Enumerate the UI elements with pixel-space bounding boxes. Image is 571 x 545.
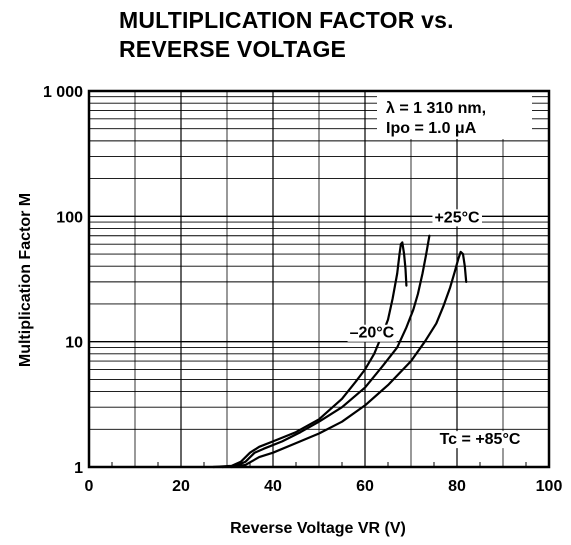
chart-title-line-2: REVERSE VOLTAGE [119, 36, 347, 62]
series-line-2 [221, 234, 431, 469]
x-tick-label: 20 [172, 478, 190, 495]
annotation-background [437, 431, 523, 449]
y-tick-label: 100 [56, 209, 83, 226]
x-axis-label: Reverse Voltage VR (V) [230, 520, 406, 537]
series-lines [212, 234, 468, 469]
photocurrent-text: Ipo = 1.0 μA [386, 120, 477, 137]
x-tick-label: 40 [264, 478, 282, 495]
conditions-box [377, 91, 532, 139]
chart-title-line-1: MULTIPLICATION FACTOR vs. [119, 7, 454, 33]
series-line-3 [230, 250, 468, 469]
y-axis-label: Multiplication Factor M [17, 193, 34, 367]
y-tick-label: 10 [65, 335, 83, 352]
series-annotations: –20°C +25°C Tc = +85°C [347, 209, 523, 449]
x-tick-label: 0 [85, 478, 94, 495]
y-tick-label: 1 000 [43, 84, 83, 101]
x-tick-label: 80 [448, 478, 466, 495]
plot-area-border [87, 89, 551, 469]
annotation-background [347, 324, 397, 342]
series-annotation-2: +25°C [434, 209, 480, 226]
x-tick-label: 60 [356, 478, 374, 495]
x-tick-label: 100 [536, 478, 563, 495]
tick-labels: 0 20 40 60 80 100 1 10 100 1 000 [43, 84, 562, 495]
wavelength-text: λ = 1 310 nm, [386, 100, 486, 117]
annotation-background [432, 209, 482, 227]
series-annotation-3: Tc = +85°C [440, 431, 521, 448]
series-line-1 [212, 241, 408, 469]
wavelength-label: λ = 1 310 nm, [386, 100, 486, 117]
photocurrent-label: Ipo = 1.0 μA [386, 120, 477, 137]
series-annotation-1: –20°C [350, 325, 395, 342]
y-tick-label: 1 [74, 460, 83, 477]
chart-title: MULTIPLICATION FACTOR vs. REVERSE VOLTAG… [119, 6, 559, 64]
grid-lines [89, 91, 549, 467]
